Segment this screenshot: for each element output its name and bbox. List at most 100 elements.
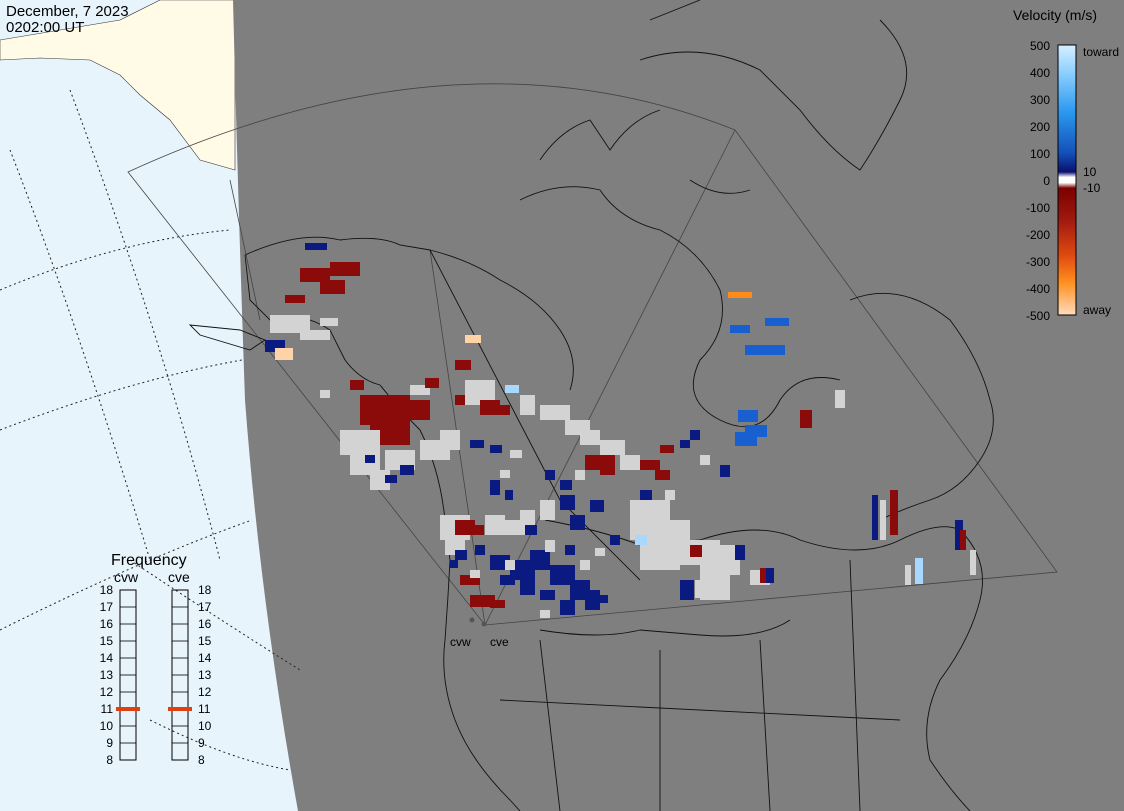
scatter-cell bbox=[470, 570, 480, 578]
scatter-cell bbox=[490, 445, 502, 453]
colorbar-tick-label: 200 bbox=[1030, 120, 1050, 134]
scatter-cell bbox=[490, 600, 505, 608]
frequency-radar-label-cve: cve bbox=[168, 569, 190, 585]
scatter-cell bbox=[540, 500, 555, 520]
scatter-cell bbox=[455, 395, 465, 405]
scatter-cell bbox=[530, 550, 550, 570]
frequency-scale-label-right: 14 bbox=[198, 651, 212, 665]
scatter-cell bbox=[505, 560, 515, 570]
scatter-cell bbox=[495, 405, 510, 415]
scatter-cell bbox=[635, 535, 647, 545]
scatter-cell bbox=[680, 580, 694, 600]
colorbar-tick-label: 400 bbox=[1030, 66, 1050, 80]
scatter-cell bbox=[580, 430, 600, 445]
scatter-cell bbox=[766, 568, 774, 583]
scatter-cell bbox=[455, 550, 467, 560]
scatter-cell bbox=[915, 558, 923, 584]
scatter-cell bbox=[505, 490, 513, 500]
scatter-cell bbox=[505, 385, 519, 393]
scatter-cell bbox=[520, 395, 535, 415]
scatter-cell bbox=[560, 480, 572, 490]
scatter-cell bbox=[800, 410, 812, 428]
scatter-cell bbox=[540, 610, 550, 618]
colorbar-low-positive-label: 10 bbox=[1083, 165, 1097, 179]
scatter-cell bbox=[320, 390, 330, 398]
scatter-cell bbox=[690, 545, 702, 557]
scatter-cell bbox=[410, 385, 430, 395]
colorbar-gradient bbox=[1057, 44, 1077, 316]
scatter-cell bbox=[595, 548, 605, 556]
scatter-cell bbox=[680, 440, 690, 448]
frequency-scale-label-left: 14 bbox=[100, 651, 114, 665]
scatter-cell bbox=[960, 530, 966, 550]
radar-site-label-cvw: cvw bbox=[450, 635, 471, 649]
scatter-cell bbox=[455, 360, 471, 370]
frequency-scale-label-left: 13 bbox=[100, 668, 114, 682]
scatter-cell bbox=[640, 460, 660, 470]
scatter-cell bbox=[600, 440, 625, 455]
colorbar-tick-label: 100 bbox=[1030, 147, 1050, 161]
scatter-cell bbox=[872, 495, 878, 540]
colorbar-toward-label: toward bbox=[1083, 45, 1119, 59]
scatter-cell bbox=[560, 600, 575, 615]
frequency-scale-label-left: 16 bbox=[100, 617, 114, 631]
scatter-cell bbox=[275, 348, 293, 360]
scatter-cell bbox=[520, 580, 535, 595]
frequency-scale-label-right: 17 bbox=[198, 600, 212, 614]
frequency-scale-label-right: 11 bbox=[198, 702, 211, 716]
frequency-radar-label-cvw: cvw bbox=[114, 569, 139, 585]
scatter-cell bbox=[955, 520, 963, 550]
colorbar-tick-label: 500 bbox=[1030, 39, 1050, 53]
radar-site-cve bbox=[481, 621, 487, 627]
radar-site-label-cve: cve bbox=[490, 635, 509, 649]
radar-sites: cvw cve bbox=[450, 617, 509, 649]
frequency-scale-label-left: 15 bbox=[100, 634, 114, 648]
colorbar-tick-label: -400 bbox=[1026, 282, 1050, 296]
scatter-cell bbox=[620, 455, 640, 470]
scatter-cell bbox=[470, 595, 495, 607]
scatter-cell bbox=[640, 490, 652, 500]
scatter-cell bbox=[285, 295, 305, 303]
scatter-cell bbox=[880, 500, 886, 540]
scatter-cell bbox=[545, 470, 555, 480]
map-land-area bbox=[233, 0, 1124, 811]
frequency-scale-label-right: 10 bbox=[198, 719, 212, 733]
scatter-cell bbox=[440, 430, 460, 450]
scatter-cell bbox=[590, 500, 604, 512]
scatter-cell bbox=[400, 465, 414, 475]
scatter-cell bbox=[660, 445, 674, 453]
scatter-cell bbox=[765, 318, 789, 326]
scatter-cell bbox=[365, 455, 375, 463]
scatter-cell bbox=[450, 560, 458, 568]
scatter-cell bbox=[485, 515, 505, 535]
scatter-cell bbox=[728, 292, 752, 298]
scatter-cell bbox=[730, 325, 750, 333]
frequency-scale-label-left: 9 bbox=[106, 736, 113, 750]
frequency-scale-label-left: 11 bbox=[101, 702, 114, 716]
latitude-grid bbox=[0, 89, 301, 771]
scatter-cell bbox=[890, 490, 898, 535]
scatter-cell bbox=[735, 545, 745, 560]
colorbar-title: Velocity (m/s) bbox=[1013, 7, 1097, 23]
date-label: December, 7 2023 bbox=[6, 3, 129, 20]
colorbar-tick-label: -300 bbox=[1026, 255, 1050, 269]
scatter-cell bbox=[340, 430, 380, 455]
colorbar-tick-label: -200 bbox=[1026, 228, 1050, 242]
scatter-cell bbox=[300, 268, 330, 282]
time-label: 0202:00 UT bbox=[6, 19, 84, 36]
frequency-scale-label-right: 13 bbox=[198, 668, 212, 682]
scatter-cell bbox=[510, 560, 535, 580]
scatter-cell bbox=[665, 490, 675, 500]
scatter-cell bbox=[300, 330, 330, 340]
scatter-cell bbox=[745, 425, 767, 437]
frequency-title: Frequency bbox=[111, 552, 187, 569]
frequency-scale-label-right: 9 bbox=[198, 736, 205, 750]
scatter-cell bbox=[320, 280, 345, 294]
scatter-cell bbox=[695, 580, 709, 598]
frequency-scale-label-right: 8 bbox=[198, 753, 205, 767]
scatter-cell bbox=[305, 243, 327, 250]
frequency-scale-label-left: 18 bbox=[100, 583, 114, 597]
scatter-cell bbox=[560, 495, 575, 510]
scatter-cell bbox=[425, 378, 439, 388]
